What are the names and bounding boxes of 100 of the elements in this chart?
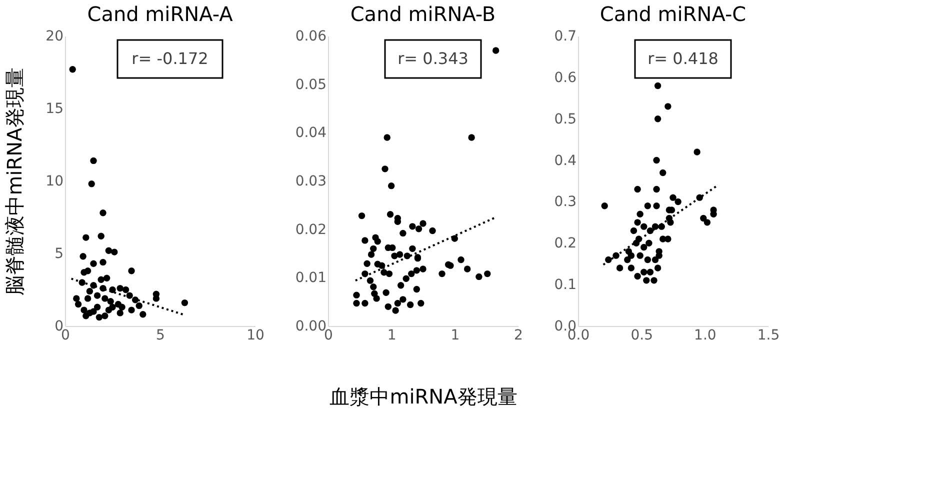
point xyxy=(630,227,638,234)
point xyxy=(69,66,76,73)
point xyxy=(636,210,644,218)
point xyxy=(644,202,652,210)
point xyxy=(102,295,108,302)
point xyxy=(646,268,654,276)
y-tick-label: 0.01 xyxy=(295,270,326,286)
point xyxy=(116,284,124,292)
point xyxy=(107,298,114,305)
point xyxy=(700,214,707,222)
point xyxy=(128,268,135,274)
point xyxy=(654,82,662,90)
y-tick-label: 0.7 xyxy=(554,28,576,44)
point xyxy=(670,194,676,201)
point xyxy=(643,277,650,284)
x-tick-label: 0.5 xyxy=(630,328,653,344)
point xyxy=(84,268,92,274)
y-tick-label: 0.05 xyxy=(295,76,326,93)
point xyxy=(667,219,674,226)
point xyxy=(100,258,106,266)
point xyxy=(98,232,104,240)
point xyxy=(105,247,112,254)
point xyxy=(90,260,97,267)
point xyxy=(704,219,711,226)
point xyxy=(628,252,635,259)
x-tick-label: 2 xyxy=(514,328,523,344)
point xyxy=(111,248,118,256)
point xyxy=(73,295,80,302)
point xyxy=(80,253,86,260)
point xyxy=(634,186,641,193)
point xyxy=(710,210,717,218)
point xyxy=(628,264,635,272)
y-tick-label: 0.4 xyxy=(554,152,577,169)
x-tick-label: 5 xyxy=(156,328,165,344)
point xyxy=(652,256,659,264)
point xyxy=(636,252,644,259)
point xyxy=(624,256,631,264)
x-axis-title: 血漿中miRNA発現量 xyxy=(330,384,518,408)
point xyxy=(140,311,146,318)
y-axis-title: 脳脊髄液中miRNA発現量 xyxy=(2,68,27,296)
point xyxy=(644,256,652,264)
point xyxy=(634,272,641,280)
y-tick-label: 0.2 xyxy=(554,236,576,252)
point xyxy=(650,277,658,284)
chart-title: Cand miRNA-A xyxy=(87,2,234,26)
point xyxy=(181,299,188,306)
point xyxy=(601,202,608,210)
y-tick-label: 0.3 xyxy=(554,194,576,210)
y-tick-label: 0.6 xyxy=(554,70,577,86)
x-tick-label: 1 xyxy=(450,328,460,344)
point xyxy=(640,223,648,230)
y-tick-label: 0.03 xyxy=(295,174,326,190)
annotation: r= 0.418 xyxy=(648,49,718,68)
point xyxy=(100,210,106,216)
y-tick-label: 5 xyxy=(54,246,64,262)
point xyxy=(122,286,130,294)
y-tick-label: 0.02 xyxy=(295,222,326,238)
point xyxy=(660,169,666,176)
point xyxy=(94,292,101,299)
point xyxy=(103,274,110,282)
x-tick-label: 0.0 xyxy=(567,328,590,344)
y-tick-label: 0.1 xyxy=(554,277,576,294)
y-tick-label: 15 xyxy=(46,101,64,117)
annotation: r= 0.343 xyxy=(398,49,468,68)
point xyxy=(152,295,160,302)
point xyxy=(654,264,662,272)
chart-title: Cand miRNA-C xyxy=(600,2,746,26)
y-tick-label: 0.04 xyxy=(295,125,327,142)
point xyxy=(656,252,662,259)
point xyxy=(90,157,97,164)
point xyxy=(674,198,682,206)
point xyxy=(98,276,104,283)
y-tick-label: 0.00 xyxy=(295,318,326,334)
point xyxy=(653,202,660,210)
point xyxy=(646,240,652,246)
y-tick-label: 20 xyxy=(46,28,64,44)
point xyxy=(128,306,135,314)
point xyxy=(102,312,108,320)
point xyxy=(664,103,672,110)
point xyxy=(616,264,624,272)
x-tick-label: 1.5 xyxy=(757,328,780,344)
point xyxy=(80,306,88,314)
point xyxy=(88,180,95,188)
point xyxy=(664,236,672,242)
x-tick-label: 10 xyxy=(246,328,264,344)
chart-title: Cand miRNA-B xyxy=(350,2,496,26)
point xyxy=(634,219,641,226)
point xyxy=(96,314,103,321)
point xyxy=(94,304,101,310)
y-tick-label: 0.06 xyxy=(295,28,327,44)
point xyxy=(82,234,90,241)
point xyxy=(118,304,126,310)
x-tick-label: 1.0 xyxy=(694,328,716,344)
y-tick-label: 10 xyxy=(46,174,64,190)
x-tick-label: 1 xyxy=(387,328,396,344)
y-tick-label: 0.5 xyxy=(554,111,576,128)
point xyxy=(109,304,116,310)
point xyxy=(136,302,142,310)
point xyxy=(84,295,92,302)
point xyxy=(654,116,662,122)
